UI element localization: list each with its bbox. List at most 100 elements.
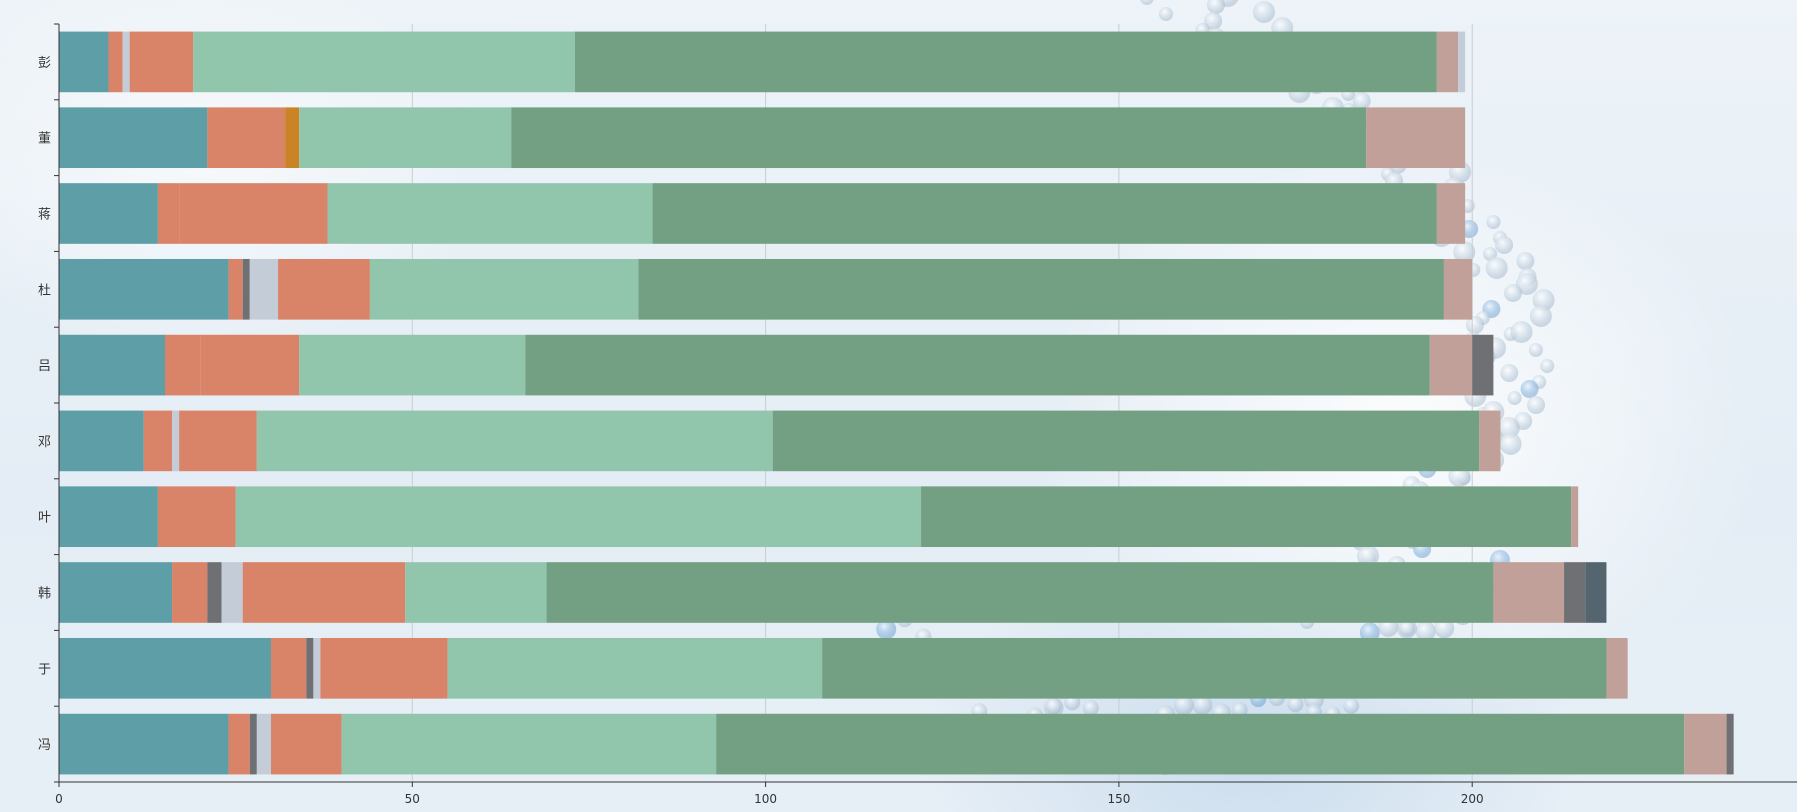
y-category-label: 冯 bbox=[38, 738, 51, 753]
bar-segment-吕-4 bbox=[200, 334, 300, 396]
bar-segment-韩-9 bbox=[1564, 562, 1586, 623]
bar-segment-韩-4 bbox=[242, 562, 406, 623]
bar-segment-彭-4 bbox=[129, 31, 194, 93]
bar-segment-杜-4 bbox=[278, 258, 370, 320]
bar-segment-于-6 bbox=[447, 637, 823, 699]
axes bbox=[54, 23, 1797, 787]
y-category-label: 杜 bbox=[38, 283, 51, 298]
bar-segment-冯-2 bbox=[249, 713, 257, 775]
helix-bead bbox=[1173, 695, 1194, 716]
bar-segment-吕-8 bbox=[1429, 334, 1473, 396]
bar-segment-邓-1 bbox=[143, 410, 173, 472]
bar-segment-邓-3 bbox=[172, 410, 180, 472]
x-tick-label: 200 bbox=[1461, 792, 1484, 806]
y-category-label: 叶 bbox=[38, 511, 51, 526]
bar-segment-冯-9 bbox=[1726, 713, 1734, 775]
x-tick-label: 50 bbox=[405, 792, 420, 806]
helix-bead bbox=[1500, 364, 1519, 382]
bar-segment-冯-1 bbox=[228, 713, 250, 775]
helix-bead bbox=[1453, 241, 1476, 263]
bar-segment-于-8 bbox=[1606, 637, 1628, 699]
bar-segment-于-1 bbox=[270, 637, 307, 699]
bar-segment-冯-6 bbox=[341, 713, 717, 775]
bar-segment-杜-7 bbox=[638, 258, 1444, 320]
bar-segment-邓-6 bbox=[256, 410, 773, 472]
helix-bead bbox=[1082, 699, 1099, 716]
bar-segment-彭-11 bbox=[1458, 31, 1466, 93]
y-category-label: 董 bbox=[38, 132, 51, 147]
y-category-label: 邓 bbox=[38, 435, 51, 450]
bar-segment-于-7 bbox=[822, 637, 1607, 699]
bar-segment-杜-1 bbox=[228, 258, 243, 320]
bar-segment-杜-0 bbox=[59, 258, 229, 320]
bar-segment-邓-0 bbox=[59, 410, 144, 472]
helix-bead bbox=[1507, 391, 1522, 405]
helix-bead bbox=[1503, 284, 1522, 302]
helix-bead bbox=[1540, 359, 1555, 373]
bar-layer bbox=[59, 31, 1734, 775]
helix-bead bbox=[1192, 694, 1213, 715]
bar-segment-彭-6 bbox=[193, 31, 575, 93]
bar-segment-彭-0 bbox=[59, 31, 109, 93]
bar-segment-杜-8 bbox=[1443, 258, 1473, 320]
bar-segment-蒋-4 bbox=[179, 183, 328, 244]
y-category-label: 彭 bbox=[38, 56, 51, 71]
y-category-label: 吕 bbox=[38, 359, 51, 374]
helix-bead bbox=[1516, 252, 1535, 270]
helix-bead bbox=[1520, 380, 1539, 398]
helix-bead bbox=[1287, 696, 1304, 713]
helix-bead bbox=[1497, 417, 1520, 439]
bar-segment-吕-7 bbox=[525, 334, 1430, 396]
bar-segment-邓-7 bbox=[772, 410, 1480, 472]
helix-bead bbox=[1359, 622, 1380, 643]
helix-bead bbox=[1515, 273, 1538, 295]
bar-segment-董-8 bbox=[1366, 107, 1466, 169]
bar-segment-蒋-6 bbox=[327, 183, 653, 244]
y-category-label: 于 bbox=[38, 662, 51, 677]
x-tick-label: 100 bbox=[754, 792, 777, 806]
helix-bead bbox=[1529, 305, 1552, 327]
bar-segment-冯-8 bbox=[1684, 713, 1727, 775]
helix-bead bbox=[1158, 7, 1173, 21]
bar-segment-叶-4 bbox=[157, 486, 236, 548]
bar-segment-叶-6 bbox=[235, 486, 922, 548]
bar-segment-韩-10 bbox=[1585, 562, 1607, 623]
helix-bead bbox=[1415, 621, 1436, 642]
helix-bead bbox=[1045, 698, 1062, 715]
bar-segment-董-4 bbox=[221, 107, 286, 169]
x-tick-label: 150 bbox=[1107, 792, 1130, 806]
bar-segment-董-1 bbox=[207, 107, 222, 169]
helix-bead bbox=[1485, 257, 1508, 279]
bar-segment-杜-2 bbox=[242, 258, 250, 320]
bar-segment-韩-0 bbox=[59, 562, 173, 623]
bar-segment-于-4 bbox=[320, 637, 448, 699]
bar-segment-韩-2 bbox=[207, 562, 222, 623]
bar-segment-邓-4 bbox=[179, 410, 257, 472]
helix-bead bbox=[1343, 697, 1360, 714]
helix-bead bbox=[1140, 0, 1154, 5]
helix-bead bbox=[1399, 620, 1415, 637]
helix-bead bbox=[1434, 618, 1455, 639]
bar-segment-董-6 bbox=[299, 107, 512, 169]
bar-segment-冯-3 bbox=[256, 713, 271, 775]
bar-segment-冯-0 bbox=[59, 713, 229, 775]
helix-bead bbox=[1466, 316, 1485, 334]
bar-segment-于-0 bbox=[59, 637, 271, 699]
helix-bead bbox=[1495, 236, 1514, 254]
bar-segment-彭-1 bbox=[108, 31, 123, 93]
bar-segment-蒋-7 bbox=[652, 183, 1437, 244]
bar-segment-彭-8 bbox=[1436, 31, 1459, 93]
helix-bead bbox=[1204, 12, 1223, 30]
helix-bead bbox=[1486, 215, 1501, 229]
bar-segment-韩-8 bbox=[1493, 562, 1565, 623]
bar-segment-杜-6 bbox=[369, 258, 639, 320]
helix-bead bbox=[1352, 92, 1371, 110]
bar-segment-冯-7 bbox=[716, 713, 1685, 775]
bar-segment-蒋-1 bbox=[157, 183, 180, 244]
bar-segment-韩-3 bbox=[221, 562, 243, 623]
axis-labels: 0 50 100 150 200 冯 于 韩 叶 邓 吕 杜 蒋 董 彭 bbox=[38, 56, 1484, 806]
bar-segment-彭-7 bbox=[574, 31, 1437, 93]
bar-segment-邓-8 bbox=[1479, 410, 1501, 472]
bar-segment-叶-0 bbox=[59, 486, 158, 548]
